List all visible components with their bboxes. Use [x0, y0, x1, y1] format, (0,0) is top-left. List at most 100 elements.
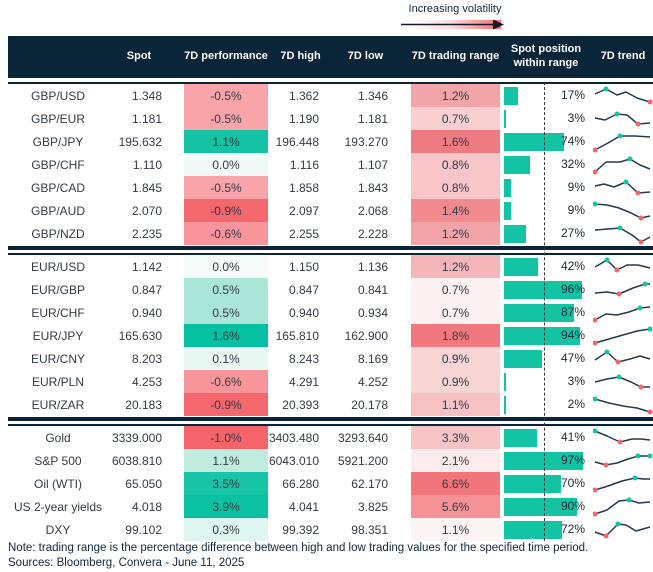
table-row: EUR/GBP 0.847 0.5% 0.847 0.841 0.7% 96%: [8, 278, 653, 301]
footnote: Note: trading range is the percentage di…: [8, 542, 589, 554]
performance-cell: -0.6%: [184, 370, 268, 393]
spot-position-label: 2%: [567, 397, 585, 411]
footer: Note: trading range is the percentage di…: [8, 542, 588, 569]
spot-position-label: 32%: [560, 157, 585, 171]
spot-value: 20.183: [125, 397, 162, 412]
spot-position-label: 97%: [560, 453, 585, 467]
high-value: 2.255: [288, 226, 319, 241]
high-dot: [614, 111, 620, 116]
low-dot: [615, 359, 621, 364]
high-dot: [637, 305, 643, 310]
trading-range-cell: 0.8%: [411, 153, 500, 176]
instrument-group: Gold 3339.000 -1.0% 3403.480 3293.640 3.…: [8, 424, 653, 541]
table-row: EUR/PLN 4.253 -0.6% 4.291 4.252 0.9% 3%: [8, 370, 653, 393]
spot-position-label: 3%: [567, 111, 585, 125]
spot-value: 0.940: [131, 305, 162, 320]
spot-position-bar: [504, 86, 518, 105]
table-row: GBP/NZD 2.235 -0.6% 2.255 2.228 1.2% 27%: [8, 222, 653, 245]
high-value: 1.190: [288, 111, 319, 126]
instrument-label: GBP/AUD: [30, 203, 85, 218]
spot-position-label: 70%: [560, 476, 585, 490]
trading-range-cell: 0.7%: [411, 278, 500, 301]
trend-sparkline: [588, 256, 653, 278]
trading-range-cell: 1.4%: [411, 199, 500, 222]
instrument-label: GBP/CHF: [31, 157, 85, 172]
header-instrument: [8, 36, 108, 78]
low-dot: [593, 487, 598, 492]
low-dot: [593, 147, 598, 152]
table-row: EUR/CNY 8.203 0.1% 8.243 8.169 0.9% 47%: [8, 347, 653, 370]
trend-sparkline: [588, 223, 653, 245]
table-row: US 2-year yields 4.018 3.9% 4.041 3.825 …: [8, 495, 653, 518]
spot-position-bar: [504, 109, 507, 128]
spot-value: 1.348: [131, 88, 162, 103]
spot-position-bar: [504, 428, 538, 447]
header-7d-trend: 7D trend: [600, 50, 646, 63]
instrument-label: EUR/ZAR: [31, 397, 85, 412]
spot-value: 4.018: [131, 499, 162, 514]
instrument-group: GBP/USD 1.348 -0.5% 1.362 1.346 1.2% 17%…: [8, 82, 653, 245]
trading-range-cell: 1.1%: [411, 518, 500, 541]
spot-position-cell: 17%: [500, 84, 588, 107]
spot-value: 65.050: [125, 476, 162, 491]
performance-cell: 0.5%: [184, 301, 268, 324]
header-spot: Spot: [126, 50, 152, 63]
range-midpoint-dashed-line: [544, 82, 545, 541]
trading-range-cell: 2.1%: [411, 449, 500, 472]
high-dot: [593, 201, 598, 206]
instrument-label: GBP/USD: [30, 88, 85, 103]
instrument-label: DXY: [45, 522, 71, 537]
trend-sparkline: [588, 348, 653, 370]
spot-value: 1.110: [132, 157, 162, 172]
high-dot: [603, 86, 609, 91]
table-body: GBP/USD 1.348 -0.5% 1.362 1.346 1.2% 17%…: [8, 82, 653, 541]
spot-position-cell: 94%: [500, 324, 588, 347]
trend-sparkline: [588, 325, 653, 347]
spot-position-label: 96%: [560, 282, 585, 296]
high-dot: [616, 374, 622, 379]
low-dot: [593, 340, 598, 345]
instrument-label: EUR/PLN: [31, 374, 84, 389]
low-value: 4.252: [357, 374, 388, 389]
trend-sparkline: [588, 496, 653, 518]
spot-position-label: 9%: [567, 203, 585, 217]
spot-position-label: 87%: [560, 305, 585, 319]
performance-cell: 0.5%: [184, 278, 268, 301]
low-value: 62.170: [351, 476, 388, 491]
low-value: 3293.640: [337, 430, 388, 445]
trading-range-cell: 1.2%: [411, 255, 500, 278]
spot-position-label: 47%: [560, 351, 585, 365]
low-value: 8.169: [357, 351, 388, 366]
spot-value: 8.203: [131, 351, 162, 366]
instrument-label: US 2-year yields: [13, 499, 103, 514]
spot-position-cell: 9%: [500, 176, 588, 199]
spot-position-cell: 3%: [500, 370, 588, 393]
low-dot: [603, 462, 609, 467]
high-dot: [626, 497, 632, 502]
trend-sparkline: [588, 450, 653, 472]
table-header: Spot 7D performance 7D high 7D low 7D tr…: [8, 36, 653, 78]
spot-position-cell: 3%: [500, 107, 588, 130]
low-value: 0.934: [357, 305, 388, 320]
trend-sparkline: [588, 302, 653, 324]
trend-sparkline: [588, 108, 653, 130]
high-value: 6043.010: [268, 453, 319, 468]
spot-position-bar: [504, 474, 561, 493]
spot-position-cell: 96%: [500, 278, 588, 301]
low-value: 1.181: [357, 111, 388, 126]
spot-value: 4.253: [131, 374, 162, 389]
trading-range-cell: 0.7%: [411, 107, 500, 130]
trading-range-cell: 1.6%: [411, 130, 500, 153]
trend-sparkline: [588, 154, 653, 176]
spot-position-label: 90%: [560, 499, 585, 513]
instrument-label: GBP/CAD: [30, 180, 85, 195]
table-row: GBP/EUR 1.181 -0.5% 1.190 1.181 0.7% 3%: [8, 107, 653, 130]
spot-position-cell: 42%: [500, 255, 588, 278]
performance-cell: -0.5%: [184, 84, 268, 107]
spot-position-cell: 97%: [500, 449, 588, 472]
low-dot: [617, 439, 623, 444]
low-dot: [603, 533, 609, 538]
table-row: GBP/CAD 1.845 -0.5% 1.858 1.843 0.8% 9%: [8, 176, 653, 199]
spot-value: 1.142: [131, 259, 162, 274]
table-row: DXY 99.102 0.3% 99.392 98.351 1.1% 72%: [8, 518, 653, 541]
